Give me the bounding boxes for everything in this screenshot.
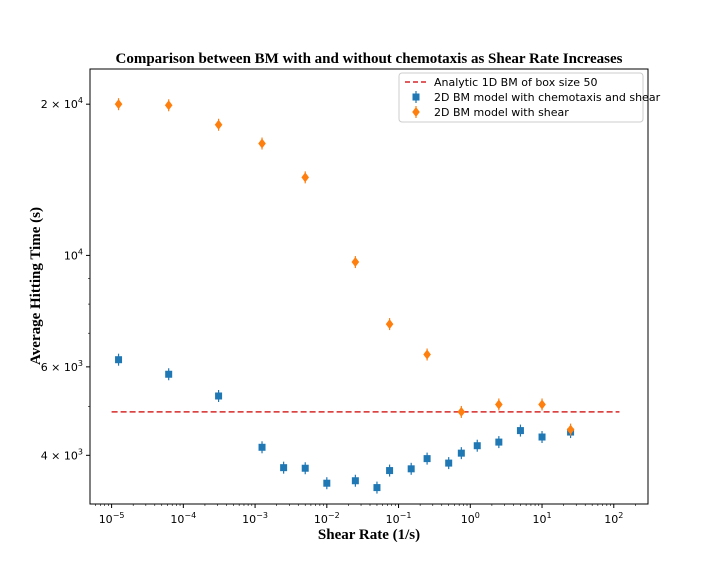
diamond-marker — [566, 424, 575, 435]
chemotaxis-data-point — [323, 477, 331, 490]
square-marker — [423, 455, 431, 463]
shear-data-point — [351, 256, 360, 269]
square-marker — [258, 443, 266, 451]
square-marker — [386, 467, 394, 475]
chemotaxis-data-point — [280, 461, 288, 474]
diamond-marker — [301, 172, 310, 183]
diamond-marker — [495, 399, 503, 410]
x-tick-label: 10−5 — [99, 511, 125, 526]
square-marker — [457, 449, 465, 457]
square-marker — [115, 356, 123, 364]
square-marker — [351, 477, 359, 485]
shear-data-point — [423, 348, 431, 361]
square-marker — [215, 392, 223, 400]
x-tick-label: 10−1 — [386, 511, 412, 526]
chemotaxis-data-point — [538, 431, 546, 444]
shear-data-point — [566, 423, 575, 436]
diamond-marker — [423, 349, 431, 360]
diamond-marker — [164, 100, 173, 111]
y-tick-label: 104 — [64, 247, 83, 262]
x-tick-label: 101 — [532, 511, 551, 526]
square-marker — [473, 442, 481, 450]
shear-data-point — [385, 318, 394, 331]
diamond-marker — [412, 107, 420, 117]
shear-data-point — [457, 405, 466, 418]
square-marker — [538, 433, 546, 441]
square-marker — [495, 438, 503, 446]
square-marker — [280, 464, 288, 472]
chart-title: Comparison between BM with and without c… — [116, 51, 623, 67]
shear-data-point — [114, 98, 123, 111]
square-marker — [323, 479, 331, 487]
x-tick-label: 10−2 — [314, 511, 340, 526]
y-tick-label: 6 × 103 — [41, 359, 83, 374]
chemotaxis-data-point — [423, 452, 431, 465]
legend-entry-chemotaxis: 2D BM model with chemotaxis and shear — [434, 91, 661, 104]
square-marker — [516, 427, 524, 435]
plot-frame — [89, 68, 649, 505]
data-points-layer — [114, 98, 575, 494]
diamond-marker — [351, 257, 360, 268]
y-tick-label: 2 × 104 — [41, 96, 83, 111]
shear-data-point — [495, 398, 503, 411]
chemotaxis-data-point — [258, 441, 266, 454]
shear-data-point — [214, 118, 223, 131]
square-marker — [445, 459, 453, 467]
legend-diamond-marker-icon — [412, 106, 420, 118]
shear-data-point — [164, 99, 173, 112]
shear-data-point — [301, 171, 310, 184]
plot-background — [90, 69, 648, 504]
chemotaxis-data-point — [215, 389, 223, 402]
diamond-marker — [214, 119, 223, 130]
legend-square-marker-icon — [412, 91, 420, 103]
chemotaxis-data-point — [473, 439, 481, 452]
diamond-marker — [457, 406, 466, 417]
x-axis-ticks: 10−5 10−4 10−3 10−2 10−1 100 101 102 — [95, 504, 636, 526]
chemotaxis-data-point — [495, 436, 503, 449]
legend-entry-shear: 2D BM model with shear — [434, 106, 569, 119]
shear-data-point — [538, 398, 546, 411]
legend: Analytic 1D BM of box size 50 2D BM mode… — [398, 72, 661, 123]
x-tick-label: 10−4 — [170, 511, 196, 526]
shear-data-point — [258, 137, 266, 150]
y-axis-ticks: 4 × 103 6 × 103 104 2 × 104 — [41, 96, 90, 462]
square-marker — [301, 464, 309, 472]
y-axis-label: Average Hitting Time (s) — [28, 207, 44, 365]
x-tick-label: 100 — [461, 511, 480, 526]
chemotaxis-data-point — [373, 481, 381, 494]
chemotaxis-data-point — [445, 457, 453, 470]
x-axis-label: Shear Rate (1/s) — [318, 527, 420, 543]
chemotaxis-data-point — [115, 353, 123, 366]
chemotaxis-data-point — [301, 462, 309, 475]
diamond-marker — [258, 138, 266, 149]
chemotaxis-data-point — [165, 368, 173, 381]
square-marker — [373, 484, 381, 492]
chemotaxis-data-point — [407, 462, 415, 475]
y-tick-label: 4 × 103 — [41, 447, 83, 462]
diamond-marker — [114, 99, 123, 110]
legend-box — [398, 72, 644, 123]
chemotaxis-data-point — [516, 424, 524, 437]
square-marker — [412, 93, 420, 101]
legend-entry-reference: Analytic 1D BM of box size 50 — [434, 76, 598, 89]
square-marker — [407, 465, 415, 473]
square-marker — [165, 370, 173, 378]
chemotaxis-data-point — [457, 447, 465, 460]
legend-shear-swatch — [412, 106, 420, 118]
plot-area — [89, 68, 649, 505]
x-tick-label: 102 — [604, 511, 623, 526]
legend-chemotaxis-swatch — [412, 91, 420, 103]
chemotaxis-data-point — [386, 464, 394, 477]
diamond-marker — [385, 319, 394, 330]
x-tick-label: 10−3 — [242, 511, 268, 526]
chemotaxis-data-point — [351, 474, 359, 487]
diamond-marker — [538, 399, 546, 410]
